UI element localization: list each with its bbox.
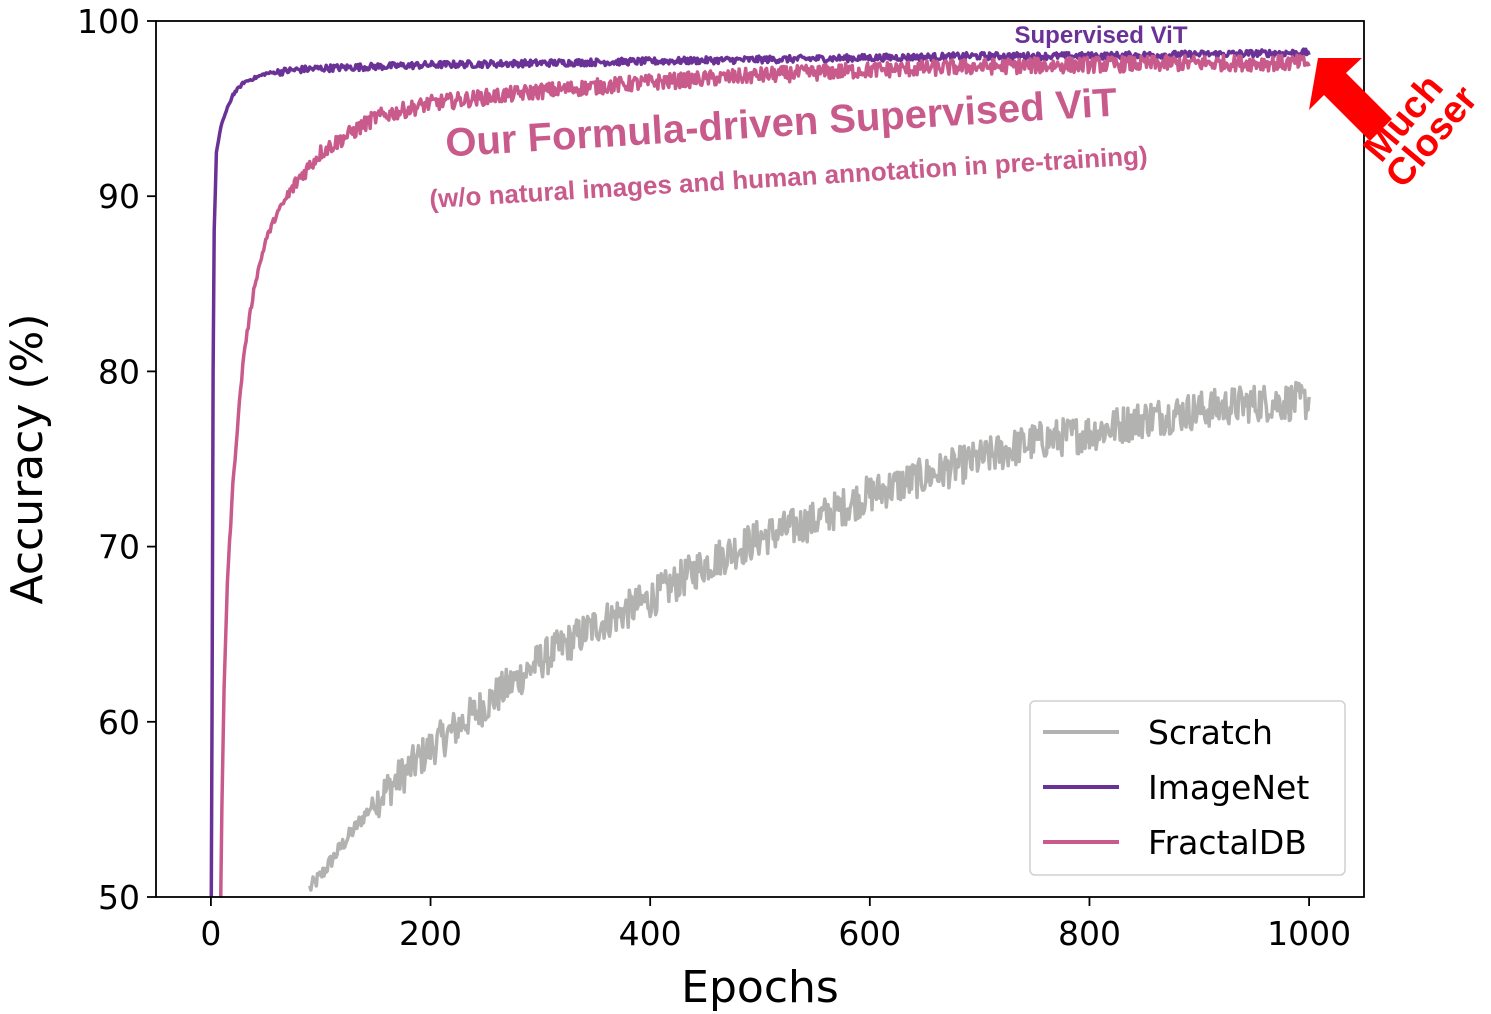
legend: Scratch ImageNet FractalDB	[1029, 700, 1346, 876]
x-axis: 0 200 400 600 800 1000	[200, 897, 1351, 953]
x-axis-title: Epochs	[681, 962, 839, 1013]
x-tick-label: 1000	[1267, 914, 1351, 953]
x-tick-label: 0	[200, 914, 221, 953]
series-line-scratch	[308, 380, 1311, 892]
x-tick-label: 200	[399, 914, 462, 953]
y-axis-title: Accuracy (%)	[2, 313, 53, 604]
y-tick-label: 50	[98, 878, 140, 917]
supervised-vit-annotation: Supervised ViT	[1015, 22, 1188, 49]
y-axis: 50 60 70 80 90 100	[77, 2, 156, 917]
legend-label-fractaldb: FractalDB	[1148, 823, 1307, 862]
y-tick-label: 60	[98, 703, 140, 742]
legend-label-imagenet: ImageNet	[1148, 768, 1309, 807]
legend-box	[1029, 700, 1346, 876]
x-tick-label: 800	[1058, 914, 1121, 953]
series-line-imagenet	[209, 47, 1311, 897]
y-tick-label: 70	[98, 528, 140, 567]
y-tick-label: 80	[98, 352, 140, 391]
legend-label-scratch: Scratch	[1148, 713, 1273, 752]
y-tick-label: 90	[98, 177, 140, 216]
x-tick-label: 600	[838, 914, 901, 953]
x-tick-label: 400	[619, 914, 682, 953]
series-layer	[209, 47, 1311, 897]
series-line-fractaldb	[219, 53, 1311, 897]
arrow-icon	[1309, 58, 1392, 141]
plot-frame	[155, 20, 1365, 898]
y-tick-label: 100	[77, 2, 140, 41]
